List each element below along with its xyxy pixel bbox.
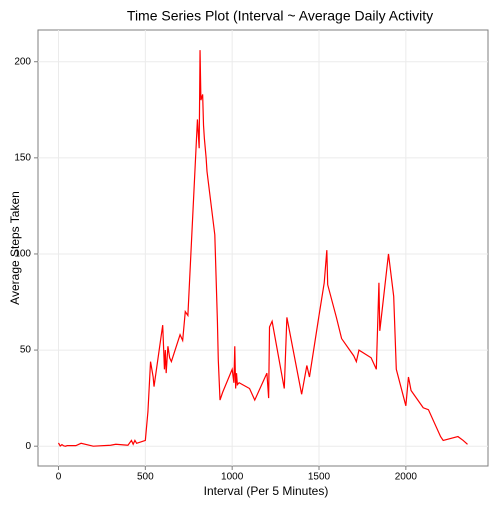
y-tick-label: 200 bbox=[14, 56, 31, 67]
y-axis-label: Average Steps Taken bbox=[8, 191, 22, 305]
y-tick-label: 100 bbox=[14, 249, 31, 260]
chart-title: Time Series Plot (Interval ~ Average Dai… bbox=[127, 8, 433, 24]
plot-panel bbox=[37, 29, 489, 467]
x-tick-label: 1500 bbox=[308, 472, 331, 483]
x-tick-label: 1000 bbox=[221, 472, 244, 483]
y-tick-label: 50 bbox=[20, 345, 32, 356]
x-tick-label: 0 bbox=[56, 472, 62, 483]
y-tick-label: 150 bbox=[14, 152, 31, 163]
y-tick-label: 0 bbox=[25, 441, 31, 452]
x-tick-label: 2000 bbox=[395, 472, 418, 483]
x-axis-label: Interval (Per 5 Minutes) bbox=[204, 484, 329, 498]
data-line bbox=[57, 50, 468, 447]
x-tick-label: 500 bbox=[137, 472, 154, 483]
